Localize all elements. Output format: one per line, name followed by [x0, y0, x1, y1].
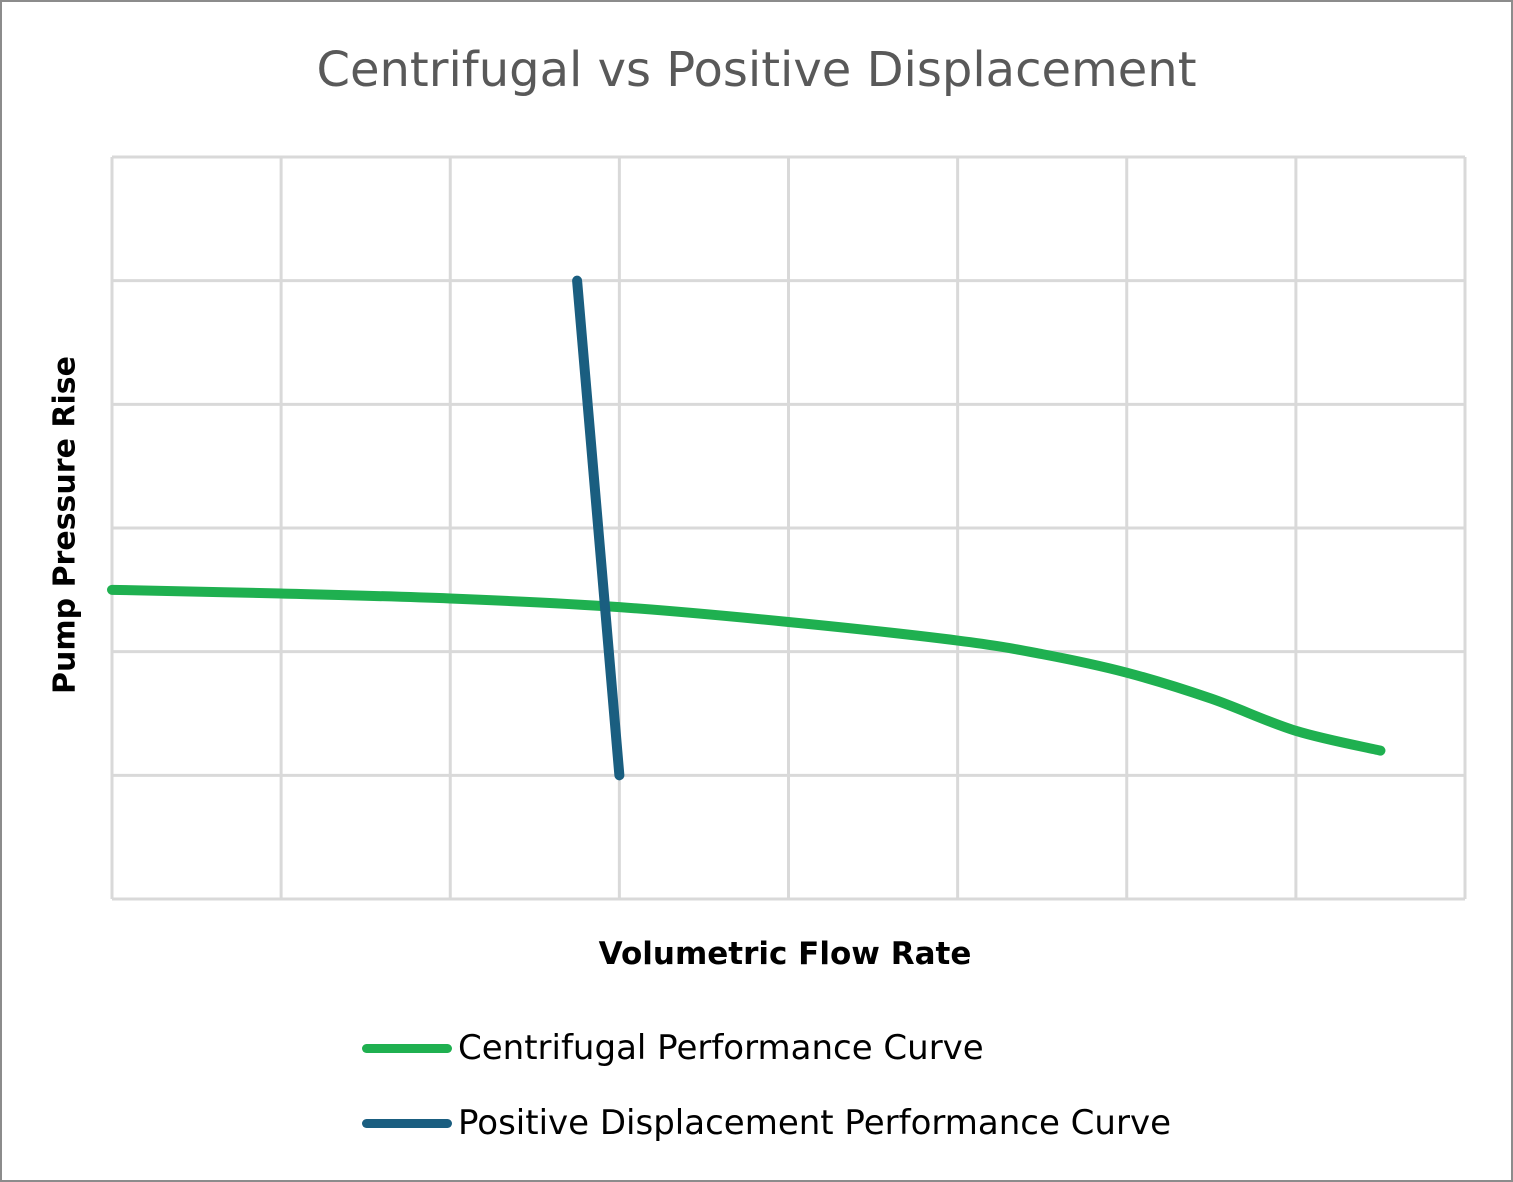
- legend-swatch-centrifugal: [362, 1043, 452, 1053]
- legend-item-centrifugal: Centrifugal Performance Curve: [362, 1028, 984, 1068]
- legend-swatch-positive-displacement: [362, 1118, 452, 1128]
- y-axis-label: Pump Pressure Rise: [47, 356, 83, 694]
- legend-label-positive-displacement: Positive Displacement Performance Curve: [458, 1103, 1171, 1143]
- legend-label-centrifugal: Centrifugal Performance Curve: [458, 1028, 984, 1068]
- x-axis-label: Volumetric Flow Rate: [598, 936, 972, 972]
- series-line-centrifugal: [107, 584, 1386, 756]
- chart-title: Centrifugal vs Positive Displacement: [316, 42, 1197, 98]
- series-line-positive-displacement: [572, 275, 625, 781]
- legend-item-positive-displacement: Positive Displacement Performance Curve: [362, 1103, 1171, 1143]
